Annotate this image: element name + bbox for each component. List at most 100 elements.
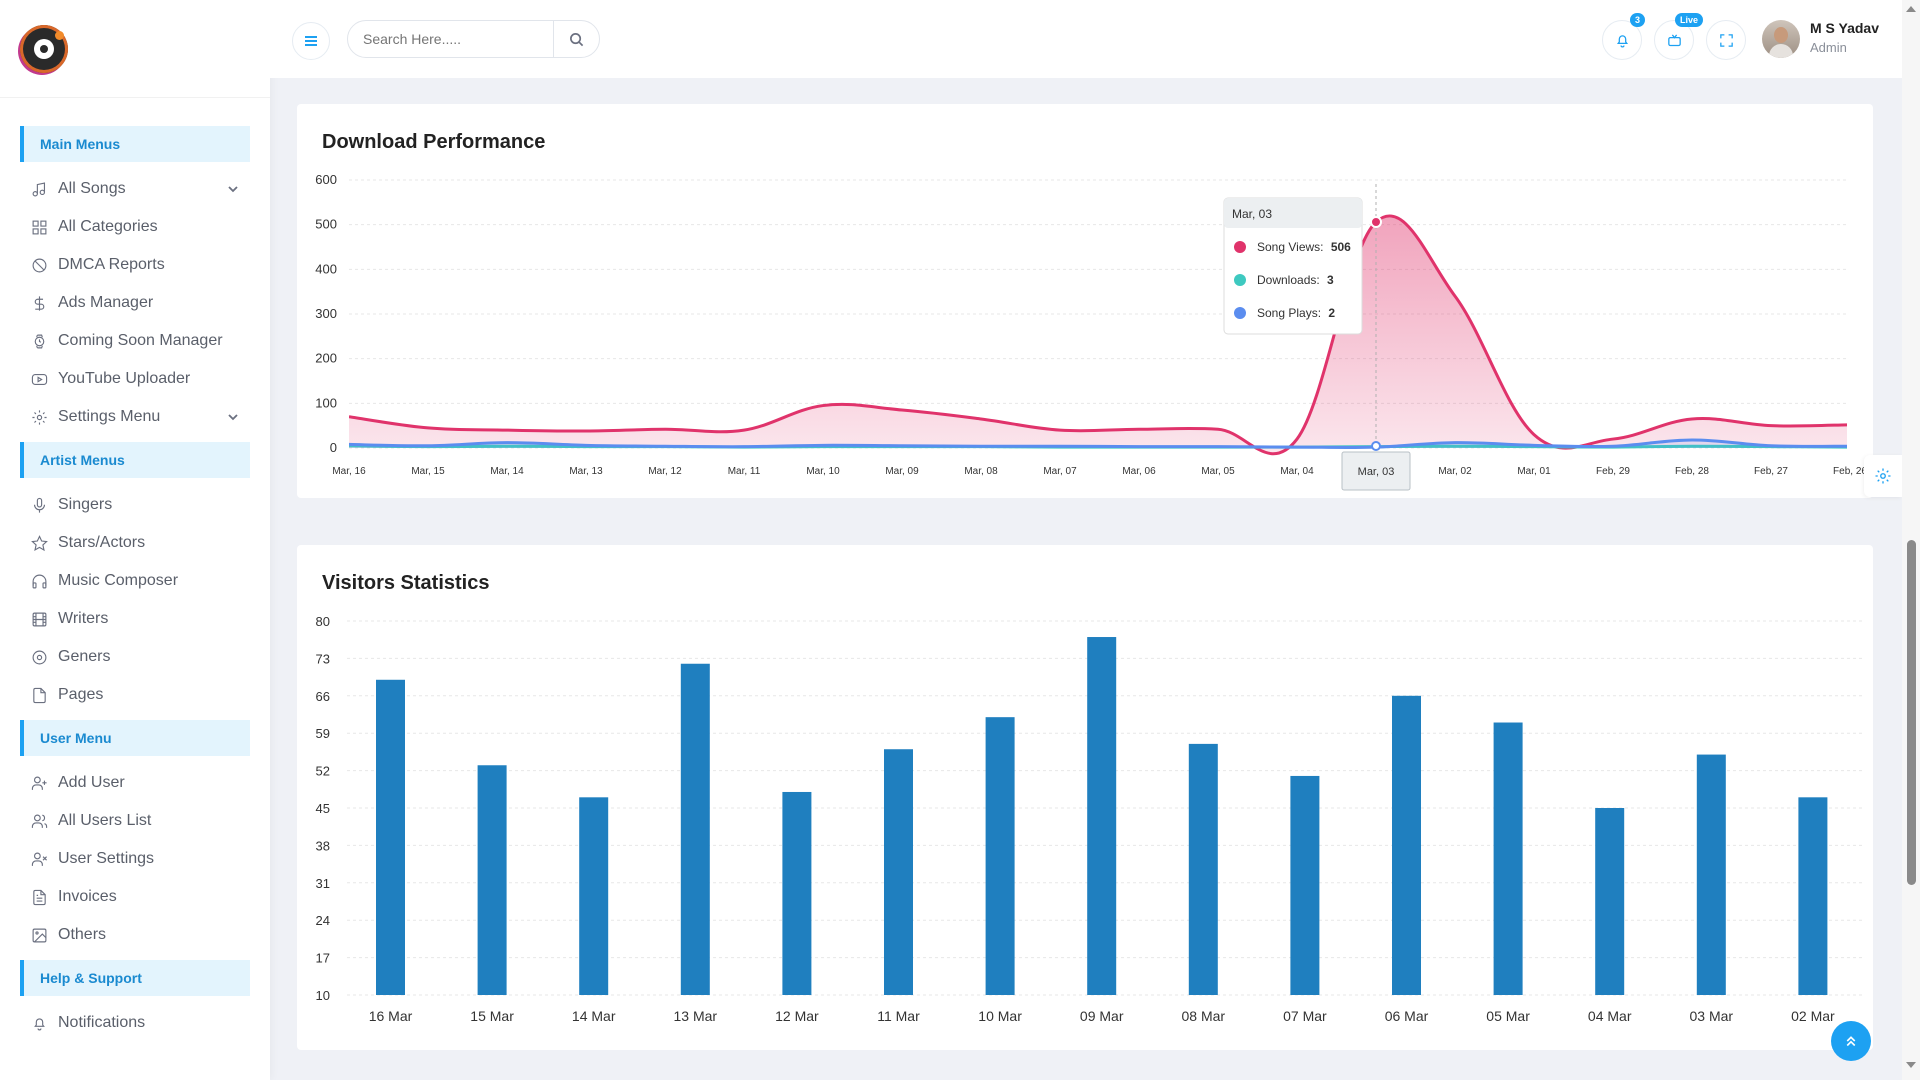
sidebar-item-user-settings[interactable]: User Settings	[20, 840, 250, 878]
y-tick-label: 600	[315, 172, 337, 187]
sidebar-item-dmca-reports[interactable]: DMCA Reports	[20, 246, 250, 284]
y-tick-label: 300	[315, 306, 337, 321]
bar[interactable]	[1290, 775, 1320, 995]
bar[interactable]	[1392, 695, 1421, 995]
y-tick-label: 52	[316, 764, 330, 779]
avatar[interactable]	[1762, 20, 1800, 58]
sidebar-item-all-songs[interactable]: All Songs	[20, 170, 250, 208]
hover-point[interactable]	[1370, 215, 1382, 228]
tooltip-row-value: 506	[1331, 240, 1351, 254]
y-tick-label: 100	[315, 395, 337, 410]
sidebar-item-all-categories[interactable]: All Categories	[20, 208, 250, 246]
scroll-thumb[interactable]	[1907, 540, 1916, 885]
hover-point[interactable]	[1371, 441, 1381, 451]
bar[interactable]	[1493, 722, 1523, 995]
bar[interactable]	[579, 797, 609, 995]
bar[interactable]	[680, 663, 710, 995]
x-hover-label-box	[1341, 451, 1411, 491]
logo-area	[0, 0, 270, 98]
sidebar-item-label: Others	[58, 926, 107, 943]
bar[interactable]	[884, 749, 913, 995]
x-tick-label: 12 Mar	[775, 1008, 819, 1024]
bar[interactable]	[376, 679, 405, 995]
menu-section: Artist Menus Singers Stars/Actors Music Com…	[20, 442, 250, 714]
sidebar-item-add-user[interactable]: Add User	[20, 764, 250, 802]
bar[interactable]	[1595, 808, 1625, 995]
sidebar-item-others[interactable]: Others	[20, 916, 250, 954]
series-line-song-plays	[349, 438, 1847, 449]
sidebar-item-all-users-list[interactable]: All Users List	[20, 802, 250, 840]
x-tick-label: Mar, 02	[1438, 466, 1472, 477]
fullscreen-button[interactable]	[1706, 20, 1746, 60]
sidebar-item-youtube-uploader[interactable]: YouTube Uploader	[20, 360, 250, 398]
topbar: 3 Live M S Yadav Admin	[270, 0, 1902, 78]
y-tick-label: 31	[316, 876, 330, 891]
page-scrollbar[interactable]	[1902, 0, 1920, 1080]
x-tick-label: Mar, 07	[1043, 466, 1077, 477]
y-tick-label: 0	[330, 440, 337, 455]
section-head: Artist Menus	[20, 442, 250, 478]
series-area	[349, 439, 1847, 448]
sidebar-item-stars-actors[interactable]: Stars/Actors	[20, 524, 250, 562]
tooltip-header	[1224, 198, 1362, 228]
y-tick-label: 73	[316, 651, 330, 666]
chevron-down-icon	[226, 410, 240, 424]
file-text-icon	[30, 888, 48, 906]
scroll-up-arrow[interactable]	[1906, 6, 1916, 12]
user-name[interactable]: M S Yadav	[1810, 20, 1880, 36]
x-tick-label: Mar, 01	[1517, 466, 1551, 477]
bar[interactable]	[1087, 637, 1117, 995]
x-tick-label: 09 Mar	[1080, 1008, 1124, 1024]
sidebar-item-writers[interactable]: Writers	[20, 600, 250, 638]
sidebar-item-pages[interactable]: Pages	[20, 676, 250, 714]
film-icon	[30, 610, 48, 628]
sidebar-item-coming-soon-manager[interactable]: Coming Soon Manager	[20, 322, 250, 360]
grid-icon	[30, 218, 48, 236]
sidebar-item-invoices[interactable]: Invoices	[20, 878, 250, 916]
bar[interactable]	[1798, 797, 1828, 995]
tooltip-marker	[1234, 307, 1246, 319]
download-performance-chart[interactable]: 0 100 200 300 400 500 600 Mar, 16 Mar, 15 Mar, 14…	[297, 104, 1873, 498]
bar[interactable]	[477, 765, 507, 995]
visitors-statistics-chart[interactable]: 10 17 24 31 38 45 52 59 66 73 80 16 Mar 15 Mar 14 Mar…	[297, 545, 1873, 1050]
sidebar-item-settings-menu[interactable]: Settings Menu	[20, 398, 250, 436]
user-plus-icon	[30, 774, 48, 792]
sidebar-item-music-composer[interactable]: Music Composer	[20, 562, 250, 600]
search-input[interactable]	[348, 21, 553, 57]
section-head: Main Menus	[20, 126, 250, 162]
live-badge: Live	[1674, 13, 1703, 27]
x-tick-label: Mar, 06	[1122, 466, 1156, 477]
menu-toggle-button[interactable]	[292, 22, 330, 60]
bar[interactable]	[1188, 743, 1218, 995]
sidebar-item-label: Add User	[58, 774, 125, 791]
hamburger-icon	[305, 36, 317, 46]
notifications-button[interactable]: 3	[1602, 13, 1645, 60]
tooltip-row-name: Song Plays	[1257, 306, 1318, 320]
tooltip-row: Song Plays: 2	[1257, 306, 1335, 320]
tooltip-row: Song Views: 506	[1257, 240, 1351, 254]
watch-icon	[30, 332, 48, 350]
menu-section: User Menu Add User All Users List User Sett…	[20, 720, 250, 954]
x-tick-label: 14 Mar	[572, 1008, 616, 1024]
scroll-down-arrow[interactable]	[1906, 1062, 1916, 1068]
x-tick-label: Mar, 05	[1201, 466, 1235, 477]
bar[interactable]	[782, 791, 812, 995]
disc-icon	[30, 648, 48, 666]
fullscreen-icon	[1719, 33, 1733, 47]
download-performance-card: Download Performance 0 100 200 300 400 500 600…	[297, 104, 1873, 498]
tv-icon	[1667, 33, 1681, 46]
theme-settings-button[interactable]	[1864, 455, 1902, 497]
logo[interactable]	[20, 24, 68, 73]
bar[interactable]	[985, 717, 1015, 995]
bar[interactable]	[1696, 754, 1726, 995]
search-button[interactable]	[554, 21, 598, 57]
sidebar-item-singers[interactable]: Singers	[20, 486, 250, 524]
sidebar-item-geners[interactable]: Geners	[20, 638, 250, 676]
x-tick-label: Feb, 29	[1596, 466, 1630, 477]
sidebar-item-ads-manager[interactable]: Ads Manager	[20, 284, 250, 322]
tooltip-marker	[1234, 241, 1246, 253]
live-button[interactable]: Live	[1654, 13, 1703, 60]
scroll-to-top-button[interactable]	[1831, 1021, 1871, 1061]
sidebar-item-label: All Categories	[58, 218, 158, 235]
sidebar-item-notifications[interactable]: Notifications	[20, 1004, 250, 1042]
